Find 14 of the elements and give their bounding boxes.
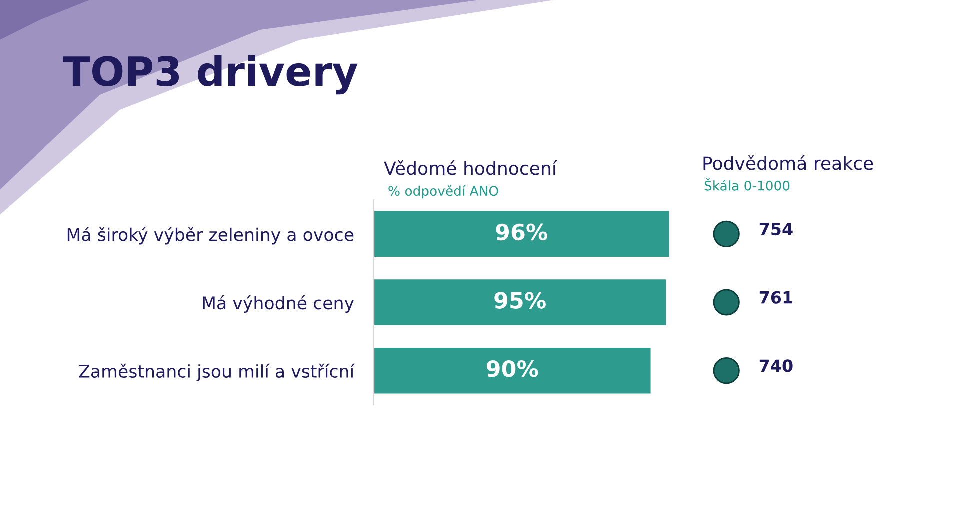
text: Škála 0-1000 <box>704 178 790 191</box>
chart-subtitle: Vědomé hodnocení <box>384 160 558 176</box>
y-tick-label: Zaměstnanci jsou milí a vstřícní <box>79 364 356 382</box>
data-label: 754 <box>760 223 793 236</box>
data-label: 90% <box>486 360 538 378</box>
data-label: 740 <box>760 360 793 372</box>
y-tick-label: Má široký výběr zeleniny a ovoce <box>68 227 354 245</box>
data-label: 761 <box>760 291 792 304</box>
data-label: 95% <box>494 292 546 309</box>
x-axis-title: % odpovědí ANO <box>388 185 498 199</box>
chart-title: TOP3 drivery <box>63 55 358 95</box>
data-label: 96% <box>496 224 548 241</box>
text: Podvědomá reakce <box>704 156 874 170</box>
y-tick-label: Má výhodné ceny <box>203 296 354 314</box>
